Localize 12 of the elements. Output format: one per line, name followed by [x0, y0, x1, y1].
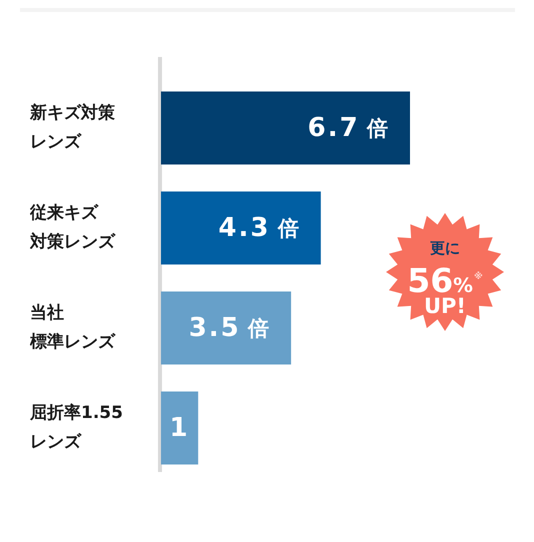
data-label: 1 — [170, 412, 190, 443]
data-label: 6.7 倍 — [308, 112, 388, 143]
bar — [161, 92, 410, 164]
y-tick-label: 屈折率1.55レンズ — [29, 402, 123, 452]
text: 更に 56%$^{※}$ UP! — [407, 239, 483, 318]
data-label: 4.3 倍 — [218, 212, 299, 243]
bar — [161, 392, 198, 464]
bar — [161, 192, 321, 264]
y-tick-label: 当社標準レンズ — [29, 302, 116, 352]
y-tick-label: 新キズ対策レンズ — [29, 102, 115, 152]
bar — [161, 292, 292, 364]
data-label: 3.5 倍 — [188, 312, 270, 343]
